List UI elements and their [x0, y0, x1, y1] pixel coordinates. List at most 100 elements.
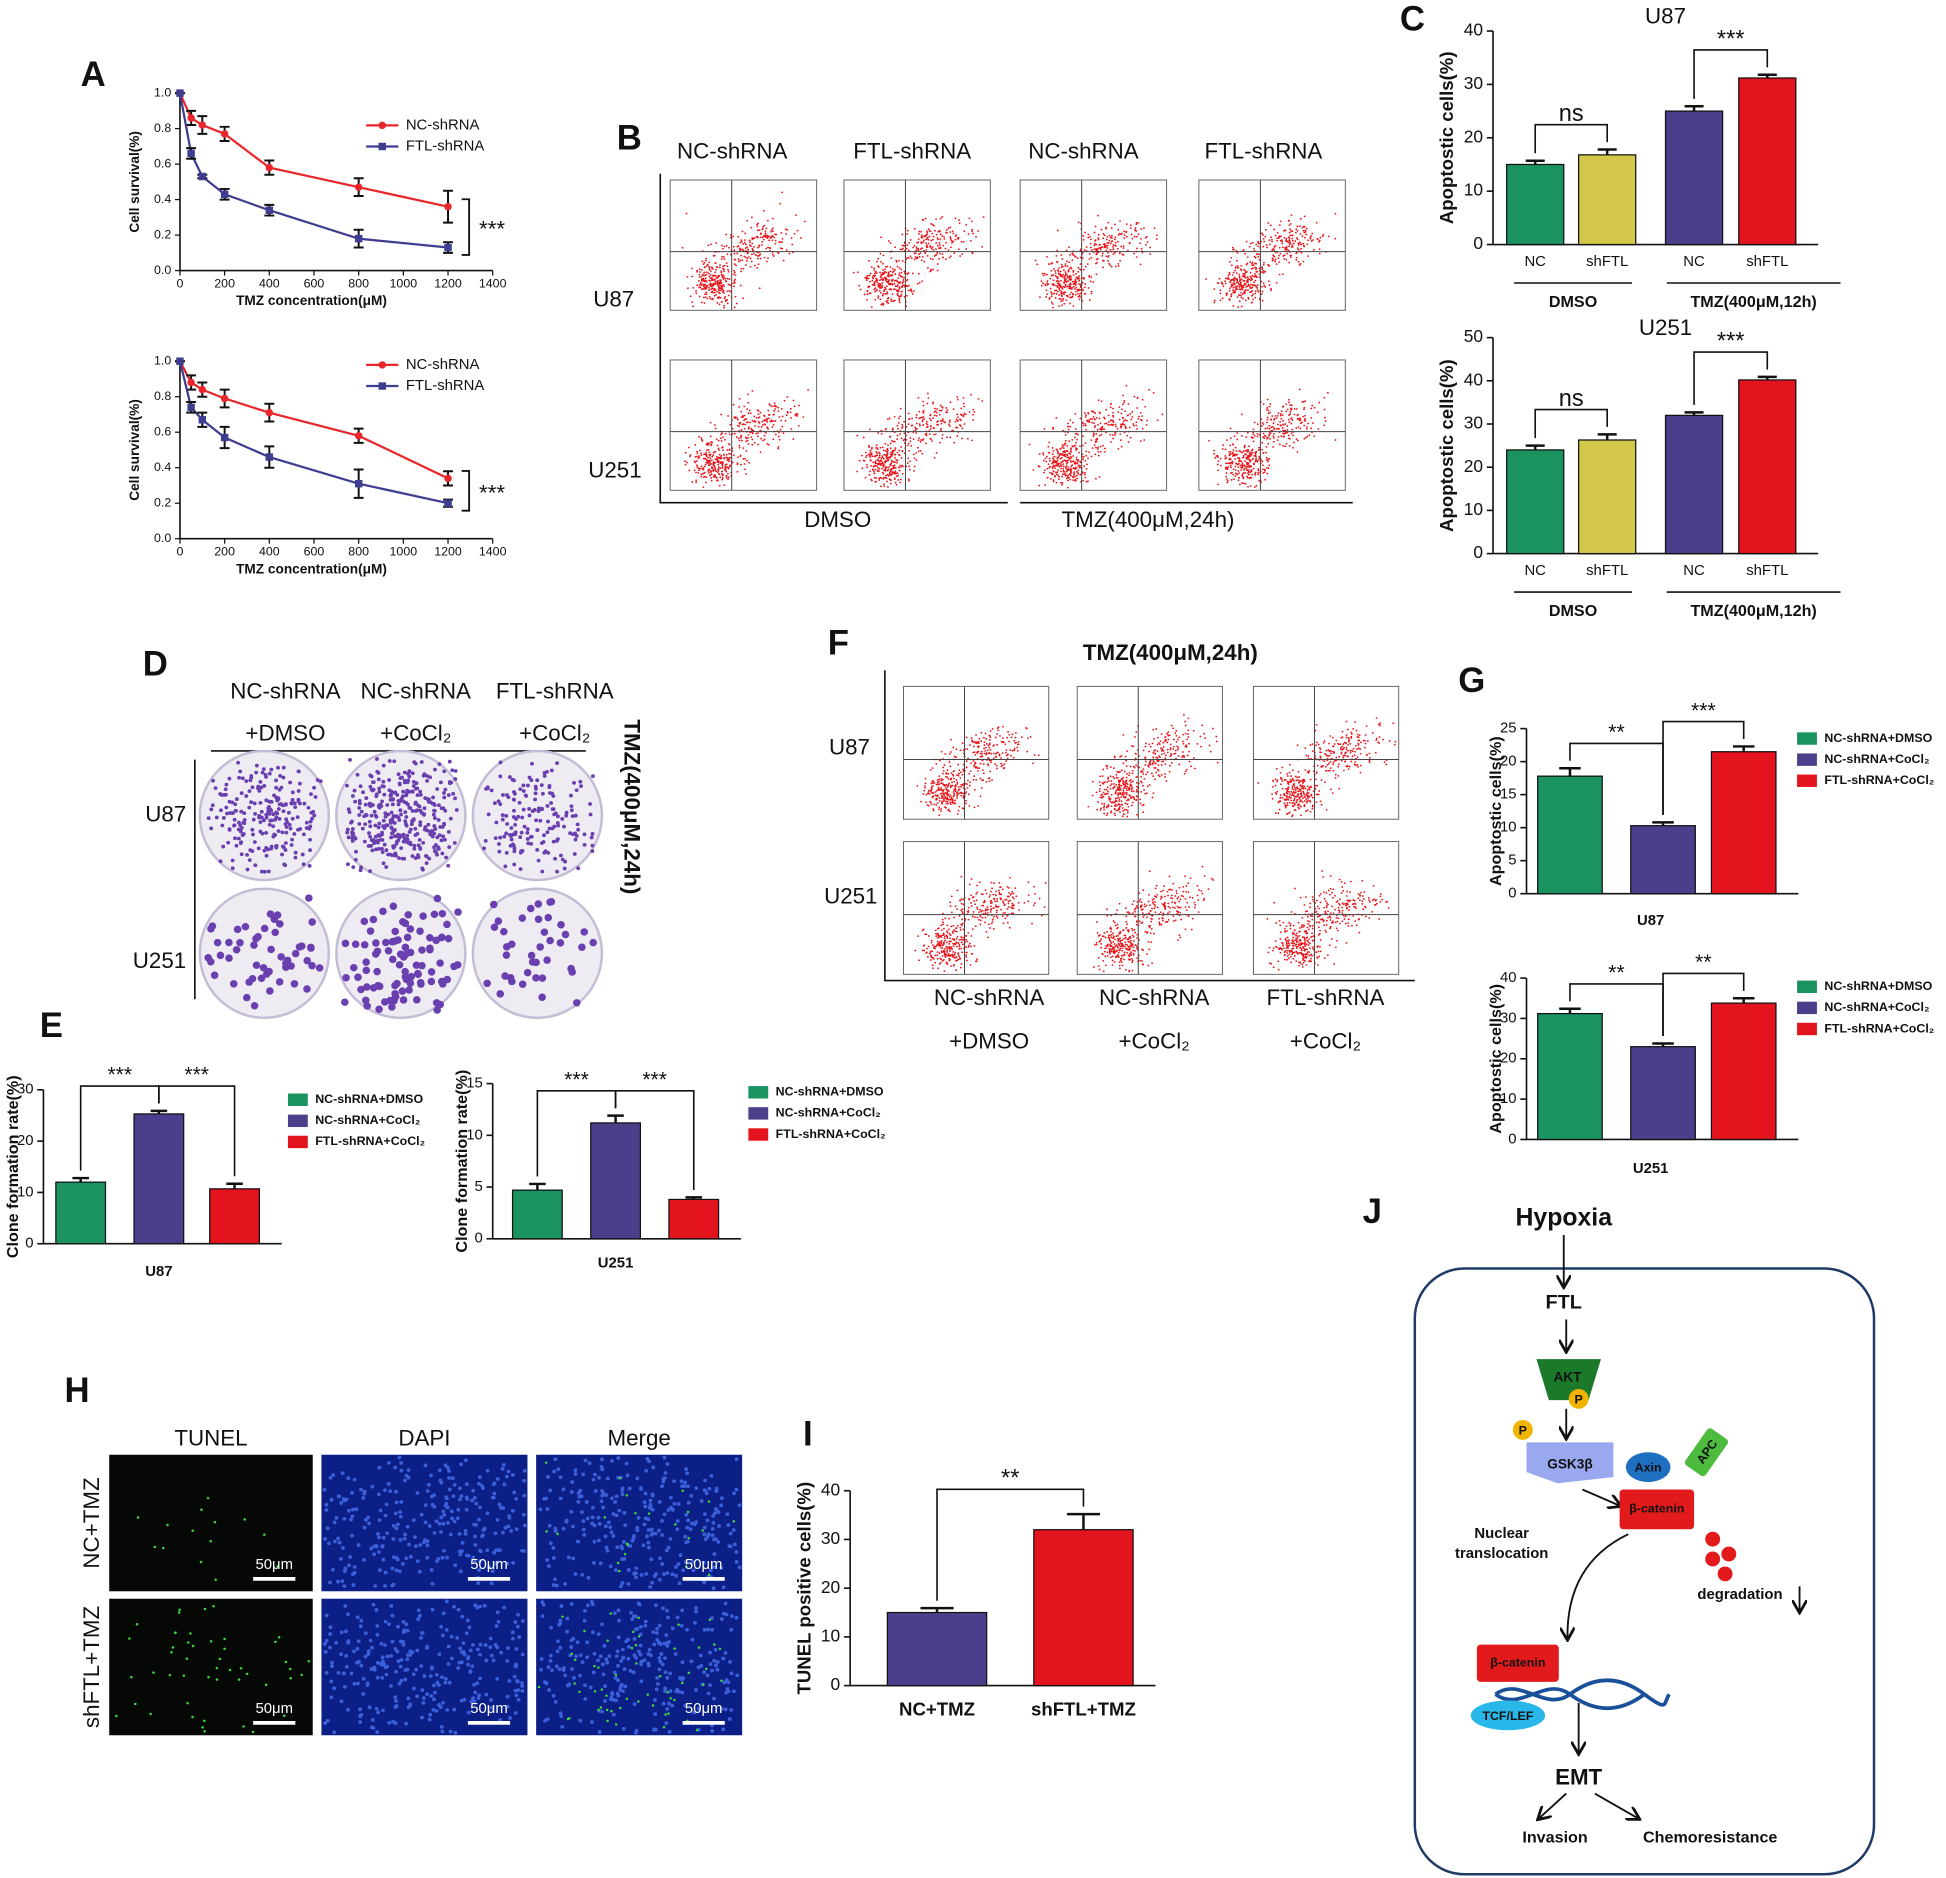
micrograph: [109, 1454, 313, 1592]
significance-bracket: [614, 1090, 695, 1190]
gate-lines: [670, 359, 817, 491]
y-tick-label: 20: [1500, 1051, 1517, 1067]
error-bar: [226, 1182, 243, 1189]
error-bar: [1525, 444, 1545, 450]
legend-swatch: [1797, 1022, 1817, 1036]
column-label: +CoCl₂: [1290, 1029, 1361, 1054]
flow-events: [852, 215, 985, 308]
y-tick-label: 0: [1508, 1131, 1516, 1147]
node-label: β-catenin: [1629, 1502, 1684, 1516]
bar: [511, 1189, 563, 1240]
point: [354, 479, 363, 488]
column-label: +CoCl₂: [380, 721, 451, 746]
y-tick-label: 0.6: [154, 156, 171, 170]
tunel-signal: [537, 1612, 723, 1732]
flow-plot: [1198, 359, 1346, 491]
side-label: TMZ(400μM,24h): [620, 719, 645, 894]
chart-title: U87: [1645, 3, 1686, 28]
axin-shape: [1625, 1452, 1671, 1483]
condition-label: TMZ(400μM,24h): [1062, 507, 1235, 532]
bar: [1537, 1012, 1603, 1141]
y-tick-label: 50: [1464, 326, 1483, 346]
y-tick-label: 0.6: [154, 424, 171, 438]
point: [198, 121, 207, 129]
point: [354, 234, 363, 243]
error-bar: [1597, 433, 1617, 440]
row-label: NC+TMZ: [79, 1477, 104, 1568]
x-tick-label: 200: [214, 277, 235, 291]
gate-lines: [843, 179, 991, 311]
legend-swatch: [287, 1135, 308, 1149]
y-axis-label: TUNEL positive cells(%): [793, 1482, 814, 1695]
y-tick-label: 20: [17, 1133, 34, 1149]
group-label: DMSO: [1549, 602, 1597, 620]
node-label: P: [1519, 1423, 1527, 1437]
culture-plate: [471, 749, 604, 882]
x-tick-label: 1000: [390, 545, 418, 559]
legend-label: NC-shRNA+DMSO: [315, 1092, 423, 1106]
error-bar: [1066, 1512, 1101, 1530]
panel-label: H: [65, 1372, 90, 1410]
x-tick-label: 1400: [479, 277, 507, 291]
phospho: [1512, 1419, 1533, 1440]
panel-label: J: [1363, 1193, 1382, 1231]
legend-label: NC-shRNA+DMSO: [776, 1085, 884, 1099]
group-label: TMZ(400μM,12h): [1690, 602, 1816, 620]
gsk-shape: [1526, 1442, 1614, 1484]
point: [265, 163, 274, 172]
point: [187, 114, 195, 122]
y-tick-label: 1.0: [154, 85, 171, 99]
column-label: FTL-shRNA: [1204, 139, 1322, 164]
line-chart: 0 200 400 600 800 1000 1200 1400 0.0 0.2 0.4 0.6 0.8…: [127, 353, 507, 576]
point: [265, 453, 274, 461]
point: [198, 385, 207, 394]
dna: [1494, 1678, 1671, 1711]
point: [220, 190, 229, 198]
column-label: +CoCl₂: [519, 721, 590, 746]
bar: [1630, 825, 1696, 895]
nuclei: [322, 1599, 525, 1735]
flow-plot: [1076, 685, 1223, 820]
y-tick-label: 10: [1500, 1091, 1517, 1107]
point: [176, 89, 184, 97]
x-tick-label: shFTL: [1746, 254, 1788, 270]
column-label: FTL-shRNA: [1267, 985, 1385, 1010]
y-tick-label: 10: [821, 1625, 840, 1645]
y-tick-label: 10: [17, 1184, 34, 1200]
flow-events: [681, 191, 806, 309]
significance-label: **: [1608, 962, 1624, 985]
channel-label: DAPI: [398, 1426, 450, 1451]
significance-bracket: [1693, 351, 1769, 405]
y-axis-label: Cell survival(%): [127, 131, 142, 233]
channel-label: Merge: [608, 1426, 671, 1451]
bar: [1506, 449, 1565, 555]
bar: [1033, 1529, 1134, 1687]
error-bar: [1684, 105, 1704, 112]
error-bar: [1652, 1042, 1674, 1047]
gate-lines: [1253, 841, 1399, 975]
y-tick-label: 40: [1464, 20, 1483, 40]
flow-plot: [1019, 359, 1168, 491]
flow-plot: [1019, 179, 1168, 311]
gate-lines: [843, 359, 991, 491]
legend-label: FTL-shRNA: [406, 138, 485, 154]
significance-bracket: [461, 469, 471, 512]
frame: [884, 670, 1415, 982]
significance-label: ***: [1717, 25, 1745, 51]
gate-lines: [1077, 841, 1223, 975]
y-axis-label: Clone formation rate(%): [4, 1075, 22, 1258]
node-label: EMT: [1555, 1765, 1602, 1790]
bar: [1738, 379, 1797, 555]
fragment: [1717, 1566, 1733, 1582]
significance-label: **: [1001, 1465, 1019, 1491]
y-tick-label: 0.0: [154, 531, 171, 545]
x-tick-label: 800: [348, 277, 369, 291]
point: [444, 474, 452, 483]
phospho: [1568, 1388, 1589, 1409]
tunel-signal: [115, 1605, 311, 1734]
significance-label: ***: [479, 217, 505, 242]
column-label: +CoCl₂: [1119, 1029, 1190, 1054]
bar: [209, 1188, 261, 1245]
